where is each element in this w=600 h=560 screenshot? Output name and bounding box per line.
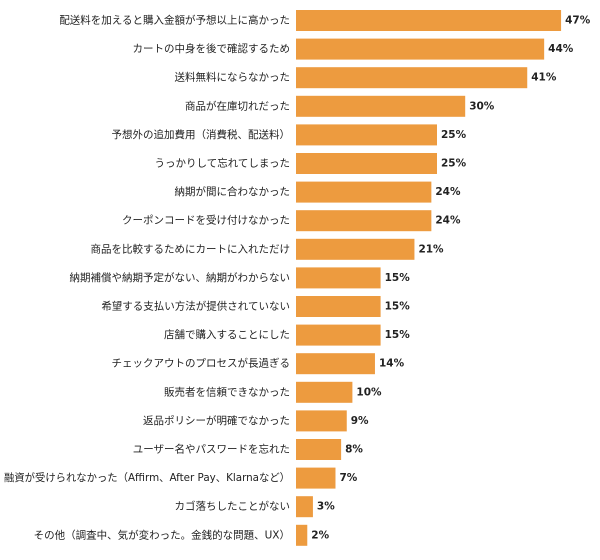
value-label: 24%	[435, 215, 461, 227]
bar	[296, 95, 466, 117]
category-label: 返品ポリシーが明確でなかった	[143, 414, 290, 427]
bar	[296, 524, 308, 546]
category-label: 商品が在庫切れだった	[185, 99, 290, 112]
value-label: 9%	[351, 415, 369, 427]
bar	[296, 439, 342, 460]
category-label: 融資が受けられなかった（Affirm、After Pay、Klarnaなど）	[4, 471, 290, 484]
category-label: 送料無料にならなかった	[175, 71, 291, 84]
bar	[296, 381, 353, 403]
bar	[296, 267, 381, 289]
category-label: 販売者を信頼できなかった	[164, 385, 290, 398]
bar	[296, 353, 375, 375]
category-label: 商品を比較するためにカートに入れただけ	[91, 242, 291, 255]
bar	[296, 10, 562, 31]
category-label: カートの中身を後で確認するため	[133, 42, 291, 55]
category-label: ユーザー名やパスワードを忘れた	[133, 443, 290, 456]
value-labels: 47% 44% 41% 30% 25% 25% 24% 24% 21% 15% 15% 15% 14% 1…	[311, 15, 590, 542]
category-label: 店舗で購入することにした	[164, 328, 290, 341]
value-label: 21%	[418, 243, 444, 255]
bars-layer	[296, 10, 562, 546]
bar	[296, 410, 347, 432]
value-label: 15%	[385, 329, 411, 341]
value-label: 24%	[435, 186, 461, 198]
bar	[296, 296, 381, 317]
category-label: うっかりして忘れてしまった	[155, 157, 290, 170]
value-label: 44%	[548, 43, 574, 55]
value-label: 8%	[345, 444, 363, 456]
category-label: カゴ落ちしたことがない	[175, 500, 291, 513]
bar	[296, 38, 545, 60]
value-label: 41%	[531, 72, 557, 84]
value-label: 30%	[469, 100, 495, 112]
bar	[296, 467, 336, 489]
category-labels: 配送料を加えると購入金額が予想以上に高かったカートの中身を後で確認するため送料無…	[4, 14, 290, 542]
value-label: 2%	[311, 529, 329, 541]
category-label: その他（調査中、気が変わった。金銭的な問題、UX）	[34, 528, 290, 541]
value-label: 14%	[379, 358, 405, 370]
category-label: 納期補償や納期予定がない、納期がわからない	[70, 271, 291, 284]
bar	[296, 181, 432, 203]
value-label: 25%	[441, 158, 467, 170]
value-label: 15%	[385, 301, 411, 313]
bar	[296, 496, 313, 518]
bar	[296, 210, 432, 232]
value-label: 25%	[441, 129, 467, 141]
bar	[296, 238, 415, 260]
value-label: 7%	[339, 472, 357, 484]
value-label: 47%	[565, 15, 591, 27]
bar	[296, 324, 381, 346]
category-label: 納期が間に合わなかった	[175, 185, 291, 198]
category-label: 予想外の追加費用（消費税、配送料）	[112, 128, 291, 141]
category-label: 配送料を加えると購入金額が予想以上に高かった	[59, 14, 290, 27]
category-label: チェックアウトのプロセスが長過ぎる	[112, 357, 291, 370]
value-label: 15%	[385, 272, 411, 284]
bar	[296, 124, 437, 146]
category-label: クーポンコードを受け付けなかった	[122, 214, 290, 227]
category-label: 希望する支払い方法が提供されていない	[101, 300, 290, 313]
value-label: 3%	[317, 501, 335, 513]
bar	[296, 153, 437, 174]
value-label: 10%	[356, 386, 382, 398]
bar	[296, 67, 528, 89]
